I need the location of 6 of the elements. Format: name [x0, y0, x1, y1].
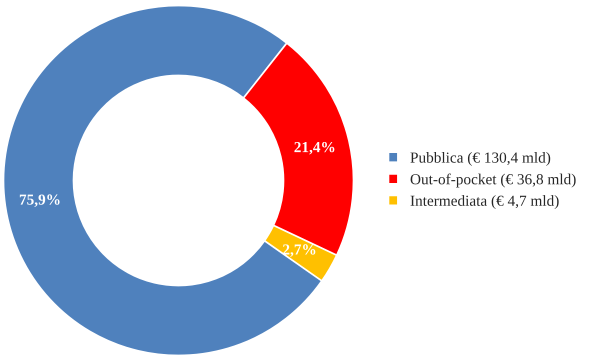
data-label: 21,4%	[294, 142, 334, 154]
data-label: 2,7%	[283, 244, 316, 257]
legend-label: Pubblica (€ 130,4 mld)	[410, 152, 550, 166]
legend-label: Out-of-pocket (€ 36,8 mld)	[410, 173, 576, 188]
legend-label: Intermediata (€ 4,7 mld)	[410, 195, 559, 209]
data-label: 75,9%	[20, 194, 60, 207]
